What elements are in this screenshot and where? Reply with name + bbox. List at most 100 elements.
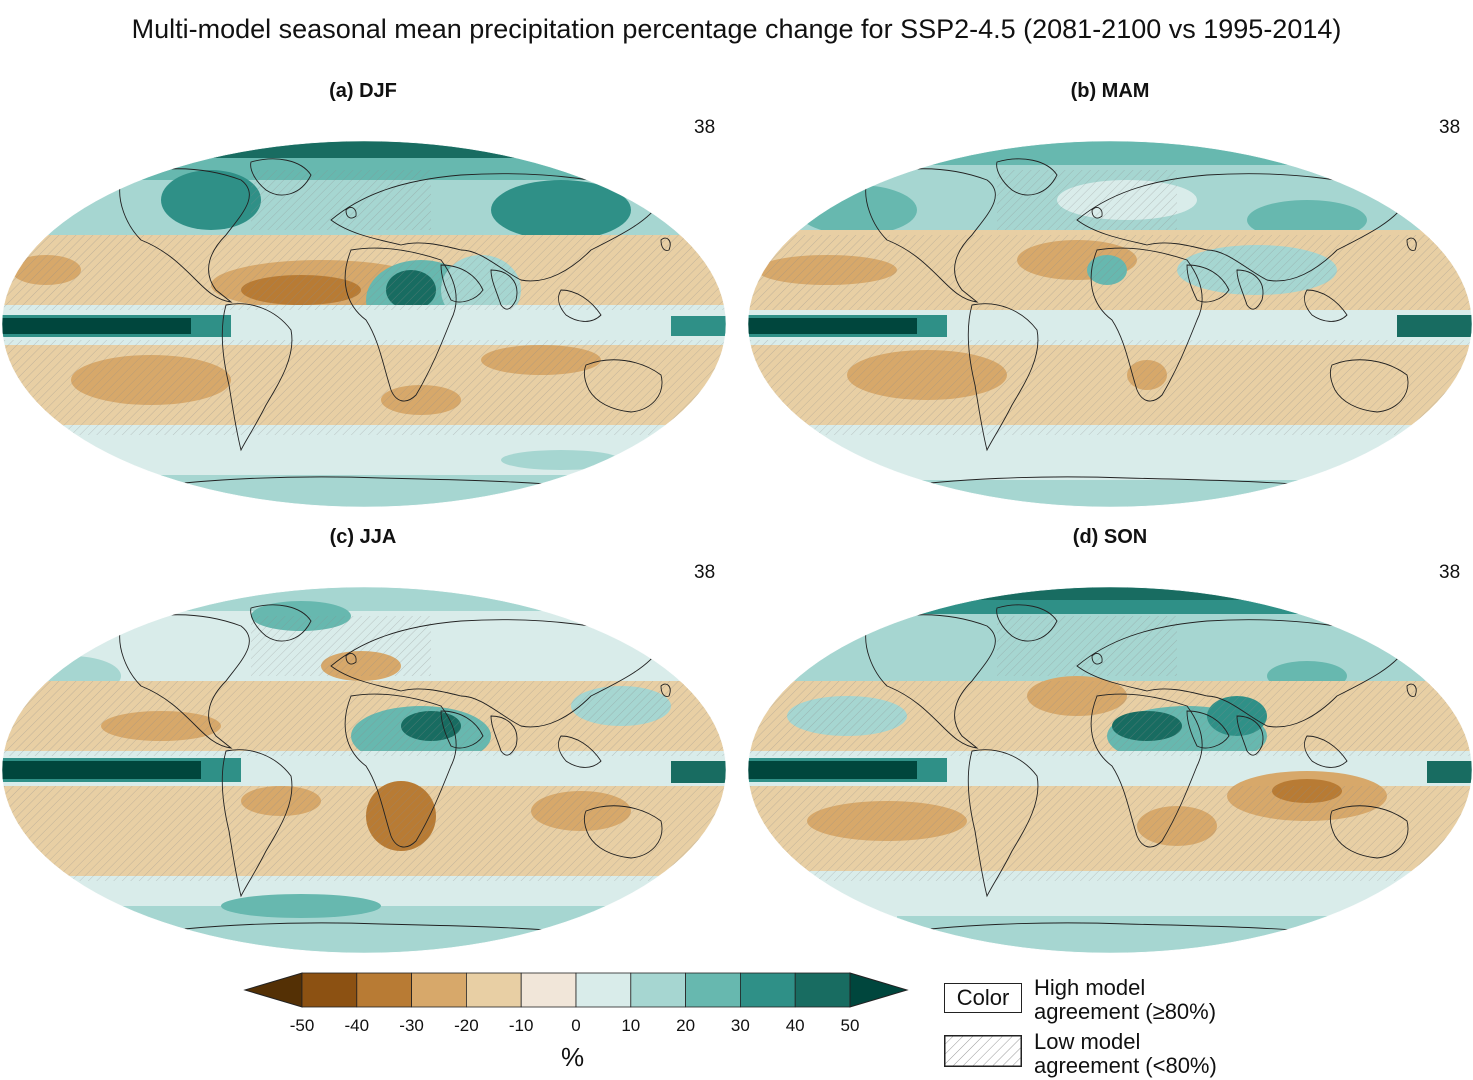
colorbar-tick-label: -30	[399, 1016, 424, 1035]
colorbar-tick-label: -40	[344, 1016, 370, 1035]
colorbar	[243, 972, 909, 1008]
colorbar-cell	[356, 972, 413, 1008]
legend-low-agreement: Low model agreement (<80%)	[1034, 1030, 1217, 1078]
coastline	[1236, 269, 1264, 310]
precip-region	[101, 141, 661, 158]
coastline	[440, 710, 484, 749]
coastline	[344, 693, 457, 848]
low-agreement-hatch	[2, 786, 726, 881]
coastline	[558, 735, 602, 768]
low-agreement-hatch	[251, 616, 431, 676]
coastline	[1329, 805, 1409, 859]
colorbar-cell	[630, 972, 686, 1008]
figure-title: Multi-model seasonal mean precipitation …	[131, 14, 1342, 44]
low-agreement-hatch	[2, 235, 726, 310]
colorbar-arrow-left	[243, 972, 303, 1008]
coastline	[330, 173, 662, 282]
precip-region	[491, 180, 631, 240]
coastline	[583, 359, 663, 413]
model-count-jja: 38	[694, 562, 716, 583]
coastline	[221, 303, 293, 452]
colorbar-cell	[575, 972, 632, 1008]
legend-hatch-box	[944, 1035, 1022, 1067]
panel-title-jja: (c) JJA	[329, 526, 397, 548]
map-son	[747, 586, 1473, 954]
colorbar-tick-label: -20	[454, 1016, 479, 1035]
colorbar-tick-label: 10	[621, 1016, 641, 1035]
colorbar-cell	[794, 972, 851, 1008]
map-djf	[1, 140, 727, 508]
coastline	[1091, 207, 1103, 219]
colorbar-tick-label: 50	[840, 1016, 860, 1035]
coastline	[490, 269, 518, 310]
precip-region	[748, 318, 917, 334]
colorbar-tick-label: 40	[785, 1016, 805, 1035]
colorbar-cell	[465, 972, 522, 1008]
low-agreement-hatch	[997, 616, 1177, 676]
low-agreement-hatch	[251, 170, 431, 230]
legend-color-box: Color	[944, 983, 1022, 1013]
coastline	[660, 237, 671, 251]
coastline	[1090, 247, 1203, 402]
colorbar-arrow-right	[849, 972, 909, 1008]
precip-region	[887, 141, 1327, 165]
precip-region	[671, 761, 726, 783]
map-mam	[747, 140, 1473, 508]
coastline	[660, 683, 671, 697]
coastline	[1236, 715, 1264, 756]
precip-region	[501, 450, 621, 470]
low-agreement-hatch	[997, 170, 1177, 230]
colorbar-cell	[739, 972, 796, 1008]
colorbar-cell	[685, 972, 741, 1008]
coastline	[967, 749, 1039, 898]
coastline	[119, 168, 250, 303]
precip-region	[671, 316, 726, 336]
precip-region	[748, 761, 917, 779]
precip-region	[2, 587, 726, 611]
panel-title-djf: (a) DJF	[329, 80, 397, 102]
precip-region	[161, 170, 261, 230]
low-agreement-hatch	[2, 681, 726, 756]
precip-region	[2, 318, 191, 334]
precip-region	[2, 761, 201, 779]
colorbar-cell	[301, 972, 358, 1008]
legend-low-line2: agreement (<80%)	[1034, 1053, 1217, 1078]
coastline	[1304, 735, 1348, 768]
coastline	[250, 158, 312, 196]
legend-high-agreement: High model agreement (≥80%)	[1034, 976, 1216, 1024]
coastline	[345, 653, 357, 665]
precip-region	[101, 906, 641, 953]
model-count-son: 38	[1439, 562, 1461, 583]
map-jja	[1, 586, 727, 954]
coastline	[996, 158, 1058, 196]
low-agreement-hatch	[748, 235, 1472, 310]
coastline	[558, 289, 602, 322]
coastline	[1329, 359, 1409, 413]
precip-region	[221, 894, 381, 918]
legend-high-line1: High model	[1034, 975, 1146, 1000]
precip-region	[897, 480, 1357, 507]
low-agreement-hatch	[748, 681, 1472, 756]
low-agreement-hatch	[2, 340, 726, 435]
precip-region	[121, 475, 621, 507]
precip-region	[1427, 761, 1472, 783]
coastline	[1186, 710, 1230, 749]
panel-title-son: (d) SON	[1072, 526, 1148, 548]
low-agreement-hatch	[748, 340, 1472, 435]
coastline	[490, 715, 518, 756]
coastline	[967, 303, 1039, 452]
colorbar-cell	[520, 972, 577, 1008]
coastline	[344, 247, 457, 402]
colorbar-tick-label: -50	[289, 1016, 315, 1035]
model-count-mam: 38	[1439, 117, 1461, 138]
colorbar-unit: %	[561, 1042, 585, 1072]
legend-low-line1: Low model	[1034, 1029, 1141, 1054]
colorbar-tick-label: 20	[676, 1016, 696, 1035]
colorbar-tick-label: 0	[571, 1016, 581, 1035]
panel-title-mam: (b) MAM	[1070, 80, 1150, 102]
coastline	[250, 604, 312, 642]
coastline	[1076, 619, 1408, 728]
model-count-djf: 38	[694, 117, 716, 138]
coastline	[583, 805, 663, 859]
low-agreement-hatch	[748, 786, 1472, 881]
